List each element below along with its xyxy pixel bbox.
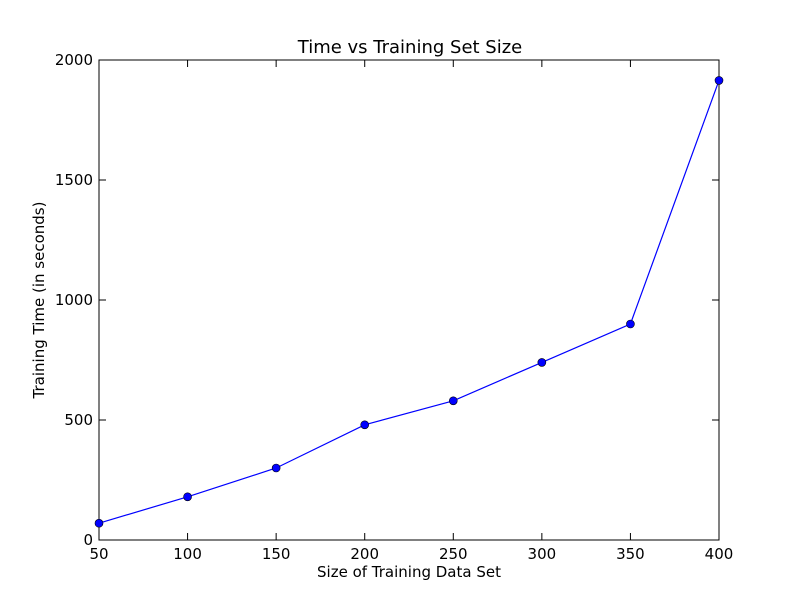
data-point xyxy=(360,420,370,430)
data-point xyxy=(626,319,635,329)
data-point xyxy=(271,463,281,473)
x-axis-label: Size of Training Data Set xyxy=(317,563,501,581)
series-line xyxy=(98,80,720,524)
x-tick-label: 250 xyxy=(439,545,468,563)
data-point xyxy=(714,76,724,85)
x-tick-label: 100 xyxy=(173,545,202,563)
x-tick-label: 350 xyxy=(616,545,645,563)
data-point xyxy=(94,518,104,528)
y-tick-label: 0 xyxy=(83,531,93,549)
x-tick-label: 200 xyxy=(350,545,379,563)
x-tick-label: 300 xyxy=(528,545,557,563)
axis-tick-labels: 50 100 150 200 250 300 350 400 0 500 1000 1500 2000 xyxy=(55,51,734,563)
y-tick-label: 1500 xyxy=(55,171,93,189)
x-tick-label: 150 xyxy=(262,545,291,563)
series-group xyxy=(94,76,724,528)
y-tick-label: 1000 xyxy=(55,291,93,309)
y-tick-label: 500 xyxy=(64,411,93,429)
y-axis-label: Training Time (in seconds) xyxy=(30,202,48,400)
data-point xyxy=(183,492,192,502)
x-tick-label: 50 xyxy=(89,545,108,563)
x-tick-label: 400 xyxy=(705,545,734,563)
data-point xyxy=(537,358,547,367)
data-point xyxy=(448,396,458,406)
y-tick-label: 2000 xyxy=(55,51,93,69)
plot-frame xyxy=(98,59,720,541)
axis-ticks xyxy=(98,59,720,541)
chart-title: Time vs Training Set Size xyxy=(297,37,523,58)
